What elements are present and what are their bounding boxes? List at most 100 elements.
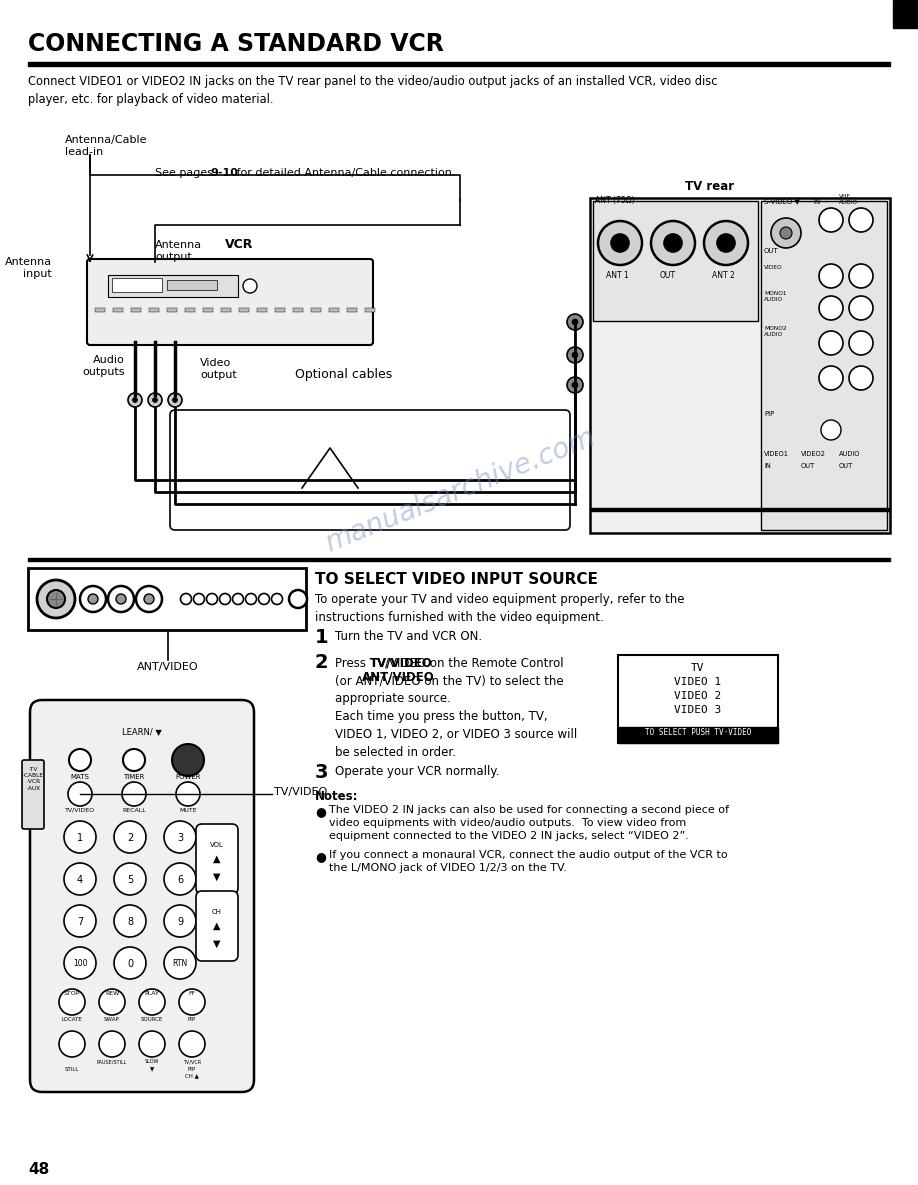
Text: TV/VIDEO: TV/VIDEO — [274, 787, 327, 798]
FancyBboxPatch shape — [22, 760, 44, 830]
Circle shape — [717, 233, 735, 252]
Text: PAUSE/STILL: PAUSE/STILL — [96, 1059, 128, 1064]
Text: VIDEO 2: VIDEO 2 — [675, 691, 722, 702]
Text: SWAP: SWAP — [104, 1017, 120, 1021]
Text: ●: ● — [315, 850, 326, 863]
Bar — [590, 198, 890, 533]
Circle shape — [64, 947, 96, 979]
Text: CH: CH — [212, 909, 222, 915]
Circle shape — [272, 594, 283, 604]
Text: VIDEO2: VIDEO2 — [801, 451, 826, 457]
Bar — [108, 275, 238, 297]
Text: ▼: ▼ — [213, 939, 220, 949]
Text: manualsarchive.com: manualsarchive.com — [320, 423, 599, 557]
Circle shape — [849, 331, 873, 355]
Circle shape — [114, 821, 146, 853]
Text: ▲: ▲ — [213, 921, 220, 931]
Bar — [28, 62, 890, 66]
Text: RECALL: RECALL — [122, 808, 146, 813]
Text: 1: 1 — [77, 833, 83, 843]
Bar — [590, 508, 890, 511]
Bar — [28, 568, 306, 630]
Text: 8: 8 — [127, 917, 133, 927]
Circle shape — [148, 393, 162, 406]
Bar — [257, 308, 267, 312]
Circle shape — [849, 296, 873, 320]
Circle shape — [99, 1031, 125, 1057]
Text: Connect VIDEO1 or VIDEO2 IN jacks on the TV rear panel to the video/audio output: Connect VIDEO1 or VIDEO2 IN jacks on the… — [28, 75, 718, 105]
Text: TV/VCR: TV/VCR — [183, 1059, 201, 1064]
Circle shape — [164, 905, 196, 937]
Circle shape — [207, 594, 218, 604]
Text: MUTE: MUTE — [179, 808, 196, 813]
Circle shape — [289, 590, 307, 608]
Text: ANT/VIDEO: ANT/VIDEO — [362, 671, 435, 684]
Text: for detailed Antenna/Cable connection.: for detailed Antenna/Cable connection. — [233, 168, 455, 178]
Text: TV/VIDEO: TV/VIDEO — [370, 656, 432, 670]
Circle shape — [69, 749, 91, 771]
Text: ▼: ▼ — [213, 872, 220, 882]
Text: TV/VIDEO: TV/VIDEO — [65, 808, 95, 813]
Circle shape — [139, 1031, 165, 1057]
Text: 2: 2 — [315, 653, 329, 672]
Text: OUT: OUT — [839, 463, 853, 469]
Text: ▲: ▲ — [213, 854, 220, 864]
Circle shape — [68, 782, 92, 806]
Circle shape — [179, 989, 205, 1016]
Bar — [365, 308, 375, 312]
Text: ANT 1: ANT 1 — [606, 271, 629, 280]
Bar — [203, 308, 213, 312]
Circle shape — [194, 594, 205, 604]
Text: 6: 6 — [177, 875, 183, 885]
Circle shape — [59, 989, 85, 1016]
Bar — [131, 308, 141, 312]
Bar — [761, 201, 887, 530]
Circle shape — [128, 393, 142, 406]
Text: IN: IN — [813, 199, 821, 205]
Text: ANT/VIDEO: ANT/VIDEO — [137, 662, 199, 672]
Bar — [113, 308, 123, 312]
Bar — [112, 278, 162, 292]
Text: S-VIDEO ▼: S-VIDEO ▼ — [764, 198, 800, 204]
Text: If you connect a monaural VCR, connect the audio output of the VCR to
the L/MONO: If you connect a monaural VCR, connect t… — [329, 850, 728, 873]
Circle shape — [64, 821, 96, 853]
Circle shape — [819, 296, 843, 320]
Circle shape — [598, 220, 642, 265]
Text: Antenna
input: Antenna input — [5, 257, 52, 278]
Text: REW: REW — [105, 991, 119, 997]
Text: 3: 3 — [177, 833, 183, 843]
Circle shape — [164, 947, 196, 979]
Text: LOCATE: LOCATE — [62, 1017, 83, 1021]
Circle shape — [168, 393, 182, 406]
Text: PLAY: PLAY — [144, 991, 160, 997]
Bar — [28, 558, 890, 561]
Circle shape — [821, 419, 841, 440]
Text: RTN: RTN — [173, 960, 187, 968]
Circle shape — [172, 744, 204, 776]
Bar — [239, 308, 249, 312]
Text: OUT: OUT — [764, 248, 778, 254]
Circle shape — [116, 594, 126, 604]
Text: 48: 48 — [28, 1162, 50, 1177]
Bar — [311, 308, 321, 312]
Text: OUT: OUT — [801, 463, 815, 469]
Circle shape — [572, 352, 578, 358]
Text: FF: FF — [188, 991, 196, 997]
Circle shape — [611, 233, 629, 252]
FancyBboxPatch shape — [30, 700, 254, 1093]
Bar — [893, 0, 918, 28]
Text: TV: TV — [691, 662, 705, 673]
Circle shape — [567, 347, 583, 363]
Circle shape — [99, 989, 125, 1016]
Text: VIDEO1: VIDEO1 — [764, 451, 789, 457]
FancyBboxPatch shape — [87, 260, 373, 345]
Text: MONO2
AUDIO: MONO2 AUDIO — [764, 326, 787, 337]
Text: OUT: OUT — [660, 271, 676, 280]
Circle shape — [114, 863, 146, 895]
Circle shape — [567, 377, 583, 393]
Circle shape — [567, 314, 583, 329]
Circle shape — [176, 782, 200, 806]
Circle shape — [123, 749, 145, 771]
Text: STILL: STILL — [65, 1066, 79, 1072]
Circle shape — [780, 228, 792, 239]
